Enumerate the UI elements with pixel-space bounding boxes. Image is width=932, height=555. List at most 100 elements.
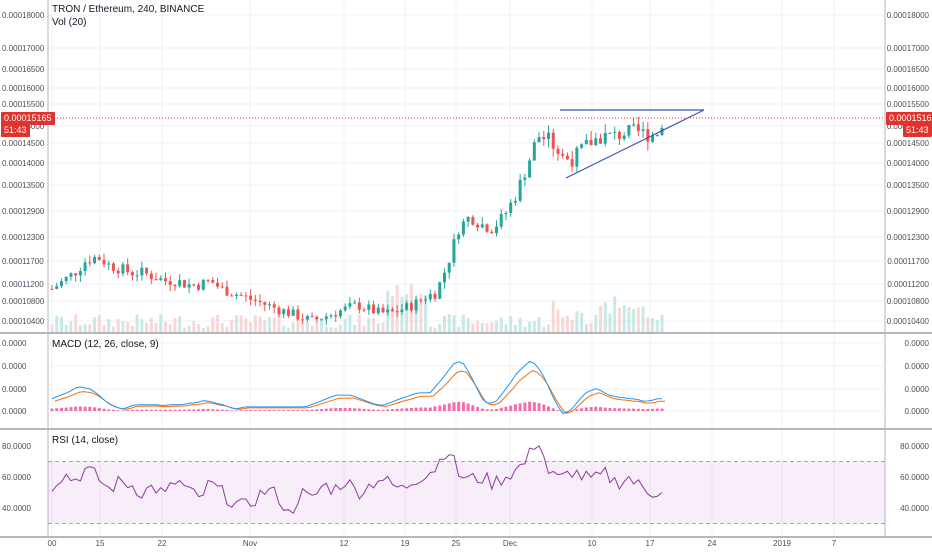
volume-bar bbox=[220, 322, 224, 332]
volume-bar bbox=[126, 321, 130, 332]
volume-bar bbox=[343, 319, 347, 332]
volume-bar bbox=[268, 317, 272, 332]
macd-histogram-bar bbox=[277, 410, 281, 411]
volume-bar bbox=[320, 317, 324, 332]
volume-bar bbox=[452, 315, 456, 332]
macd-histogram-bar bbox=[310, 409, 314, 411]
candle-body bbox=[324, 316, 328, 320]
macd-histogram-bar bbox=[291, 410, 295, 411]
time-axis-label: Dec bbox=[503, 539, 517, 548]
candle-body bbox=[291, 309, 295, 316]
price-axis-label-right: 0.00010800 bbox=[887, 297, 930, 306]
candle-body bbox=[395, 311, 399, 313]
rsi-axis-label-left: 60.0000 bbox=[2, 473, 31, 482]
candle-body bbox=[282, 309, 286, 315]
candle-body bbox=[504, 213, 508, 215]
volume-bar bbox=[55, 315, 59, 332]
volume-bar bbox=[135, 314, 139, 332]
candle-body bbox=[537, 137, 541, 143]
volume-bar bbox=[121, 321, 125, 332]
candle-body bbox=[433, 293, 437, 299]
macd-histogram-bar bbox=[485, 409, 489, 411]
candle-body bbox=[632, 124, 636, 126]
macd-histogram-bar bbox=[168, 409, 172, 411]
volume-bar bbox=[575, 311, 579, 332]
volume-bar bbox=[513, 324, 517, 332]
volume-bar bbox=[253, 315, 257, 332]
candle-body bbox=[353, 302, 357, 304]
price-axis-label-left: 0.00010400 bbox=[2, 317, 45, 326]
candle-body bbox=[220, 286, 224, 288]
macd-histogram-bar bbox=[603, 407, 607, 411]
volume-bar bbox=[632, 309, 636, 332]
candle-body bbox=[641, 129, 645, 131]
rsi-band bbox=[48, 461, 885, 524]
macd-histogram-bar bbox=[338, 407, 342, 411]
candle-body bbox=[55, 286, 59, 289]
macd-histogram-bar bbox=[660, 408, 664, 411]
macd-histogram-bar bbox=[192, 409, 196, 411]
countdown-badge-left: 51:43 bbox=[1, 124, 30, 137]
macd-histogram-bar bbox=[490, 409, 494, 411]
macd-histogram-bar bbox=[589, 407, 593, 411]
price-axis-label-right: 0.00010400 bbox=[887, 317, 930, 326]
macd-histogram-bar bbox=[617, 408, 621, 411]
macd-histogram-bar bbox=[428, 407, 432, 411]
candle-body bbox=[442, 272, 446, 283]
volume-bar bbox=[381, 322, 385, 332]
volume-bar bbox=[74, 314, 78, 332]
macd-histogram-bar bbox=[651, 408, 655, 411]
volume-bar bbox=[173, 318, 177, 332]
candle-body bbox=[551, 132, 555, 149]
volume-bar bbox=[561, 317, 565, 332]
candle-body bbox=[381, 307, 385, 313]
macd-axis-label-left: 0.0000 bbox=[2, 407, 27, 416]
candle-body bbox=[154, 279, 158, 281]
macd-histogram-bar bbox=[461, 402, 465, 411]
macd-histogram-bar bbox=[457, 401, 461, 411]
volume-bar bbox=[490, 322, 494, 332]
candle-body bbox=[149, 273, 153, 280]
volume-bar bbox=[528, 321, 532, 332]
macd-histogram-bar bbox=[509, 405, 513, 411]
volume-bar bbox=[357, 314, 361, 332]
candle-body bbox=[338, 310, 342, 317]
volume-indicator-label: Vol (20) bbox=[52, 17, 87, 28]
candle-body bbox=[580, 144, 584, 148]
candle-body bbox=[603, 132, 607, 144]
price-axis-label-right: 0.00013500 bbox=[887, 181, 930, 190]
current-price-badge-left: 0.00015165 bbox=[1, 112, 55, 125]
macd-axis-label-left: 0.0000 bbox=[2, 339, 27, 348]
candle-body bbox=[390, 309, 394, 312]
volume-bar bbox=[509, 315, 513, 332]
candle-body bbox=[334, 315, 338, 317]
macd-histogram-bar bbox=[599, 407, 603, 411]
macd-histogram-bar bbox=[433, 406, 437, 411]
volume-bar bbox=[83, 324, 87, 332]
price-axis-label-left: 0.00013500 bbox=[2, 181, 45, 190]
volume-bar bbox=[130, 326, 134, 332]
volume-bar bbox=[603, 302, 607, 332]
volume-bar bbox=[523, 327, 527, 332]
macd-histogram-bar bbox=[627, 408, 631, 411]
time-axis-label: 00 bbox=[48, 539, 57, 548]
volume-bar bbox=[244, 318, 248, 332]
macd-histogram-bar bbox=[334, 407, 338, 411]
macd-histogram-bar bbox=[111, 409, 115, 411]
candle-body bbox=[452, 239, 456, 263]
candle-body bbox=[263, 302, 267, 305]
volume-bar bbox=[206, 326, 210, 332]
volume-bar bbox=[457, 327, 461, 332]
macd-histogram-bar bbox=[220, 409, 224, 411]
macd-histogram-bar bbox=[419, 407, 423, 411]
candle-body bbox=[376, 307, 380, 314]
volume-bar bbox=[216, 314, 220, 332]
candle-body bbox=[409, 303, 413, 311]
candle-body bbox=[78, 270, 82, 276]
volume-bar bbox=[570, 319, 574, 332]
volume-bar bbox=[50, 324, 54, 332]
candle-body bbox=[182, 280, 186, 288]
macd-histogram-bar bbox=[608, 407, 612, 411]
